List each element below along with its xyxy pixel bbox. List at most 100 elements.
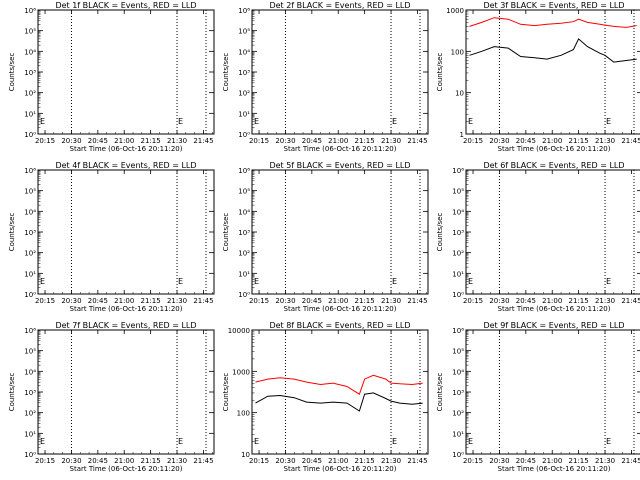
e-marker: E [178,117,183,126]
y-tick-label: 10⁴ [24,368,36,376]
plot-frame-7 [37,329,215,455]
x-tick-label: 21:30 [595,137,615,145]
y-tick-label: 10⁵ [452,348,464,356]
x-tick-label: 20:45 [516,137,536,145]
x-tick-label: 20:45 [88,137,108,145]
y-tick-label: 10 [455,90,464,98]
y-axis-label: Counts/sec [436,53,444,92]
e-marker: E [178,277,183,286]
y-tick-label: 10⁵ [24,188,36,196]
panel-title-7: Det 7f BLACK = Events, RED = LLD [55,321,196,330]
panel-title-8: Det 8f BLACK = Events, RED = LLD [269,321,410,330]
x-tick-label: 20:30 [61,457,81,465]
y-tick-label: 10 [241,451,250,459]
y-tick-label: 10⁰ [238,131,250,139]
y-tick-label: 100 [237,410,250,418]
e-marker: E [606,117,611,126]
x-tick-label: 20:15 [249,297,269,305]
y-axis-label: Counts/sec [436,373,444,412]
e-marker: E [392,437,397,446]
y-tick-label: 10² [238,90,250,98]
x-tick-label: 21:15 [355,297,375,305]
x-tick-label: 21:15 [569,297,589,305]
x-tick-label: 21:45 [193,457,213,465]
y-tick-label: 10³ [24,389,36,397]
x-tick-label: 20:15 [463,297,483,305]
y-tick-label: 10³ [452,389,464,397]
y-tick-label: 10¹ [452,270,464,278]
x-axis-label: Start Time (06-Oct-16 20:11:20) [498,465,611,473]
x-tick-label: 21:30 [595,297,615,305]
x-tick-label: 21:30 [381,297,401,305]
y-tick-label: 10¹ [452,430,464,438]
x-tick-label: 21:15 [355,137,375,145]
x-tick-label: 21:15 [141,457,161,465]
y-tick-label: 10⁰ [24,131,36,139]
e-marker: E [40,117,45,126]
y-tick-label: 10³ [238,229,250,237]
y-tick-label: 10⁵ [238,188,250,196]
y-tick-label: 1000 [446,7,464,15]
x-axis-label: Start Time (06-Oct-16 20:11:20) [70,305,183,313]
panel-title-9: Det 9f BLACK = Events, RED = LLD [483,321,624,330]
y-tick-label: 10⁶ [24,167,36,175]
x-tick-label: 21:30 [167,457,187,465]
e-marker: E [468,437,473,446]
y-tick-label: 10⁴ [24,208,36,216]
y-tick-label: 10⁶ [238,167,250,175]
x-axis-label: Start Time (06-Oct-16 20:11:20) [284,305,397,313]
x-tick-label: 21:45 [407,137,427,145]
plot-frame-6 [465,169,640,295]
x-tick-label: 20:45 [302,297,322,305]
e-marker: E [606,277,611,286]
x-tick-label: 20:15 [463,137,483,145]
y-tick-label: 10² [452,250,464,258]
x-tick-label: 21:30 [167,297,187,305]
y-tick-label: 10⁵ [24,348,36,356]
x-tick-label: 20:15 [249,137,269,145]
x-tick-label: 21:00 [114,137,134,145]
y-tick-label: 10⁶ [24,327,36,335]
x-tick-label: 21:00 [542,137,562,145]
x-tick-label: 20:30 [61,137,81,145]
y-tick-label: 10⁴ [238,48,250,56]
y-tick-label: 10⁵ [24,28,36,36]
y-tick-label: 10⁵ [238,28,250,36]
y-tick-label: 10¹ [24,110,36,118]
x-tick-label: 20:30 [489,137,509,145]
y-tick-label: 10¹ [24,270,36,278]
y-tick-label: 10⁶ [24,7,36,15]
x-tick-label: 21:15 [141,297,161,305]
x-tick-label: 20:30 [275,297,295,305]
y-tick-label: 10² [452,410,464,418]
x-tick-label: 20:15 [35,297,55,305]
y-tick-label: 10⁶ [238,7,250,15]
y-tick-label: 10² [238,250,250,258]
y-axis-label: Counts/sec [436,213,444,252]
panel-title-1: Det 1f BLACK = Events, RED = LLD [55,1,196,10]
y-tick-label: 100 [451,48,464,56]
y-tick-label: 10³ [452,229,464,237]
y-tick-label: 10⁰ [452,291,464,299]
y-axis-label: Counts/sec [222,213,230,252]
x-tick-label: 21:00 [114,297,134,305]
y-axis-label: Counts/sec [8,373,16,412]
x-tick-label: 21:45 [193,297,213,305]
y-tick-label: 10² [24,410,36,418]
x-axis-label: Start Time (06-Oct-16 20:11:20) [70,145,183,153]
x-tick-label: 20:30 [489,457,509,465]
x-tick-label: 20:30 [275,137,295,145]
x-tick-label: 21:45 [193,137,213,145]
x-tick-label: 21:30 [167,137,187,145]
x-tick-label: 20:45 [88,297,108,305]
y-tick-label: 10⁴ [452,208,464,216]
x-tick-label: 21:00 [328,457,348,465]
panel-title-2: Det 2f BLACK = Events, RED = LLD [269,1,410,10]
y-axis-label: Counts/sec [222,373,230,412]
y-tick-label: 10⁴ [452,368,464,376]
e-marker: E [178,437,183,446]
y-tick-label: 10⁴ [238,208,250,216]
x-tick-label: 21:15 [569,137,589,145]
x-tick-label: 20:45 [302,457,322,465]
plot-frame-5 [251,169,429,295]
